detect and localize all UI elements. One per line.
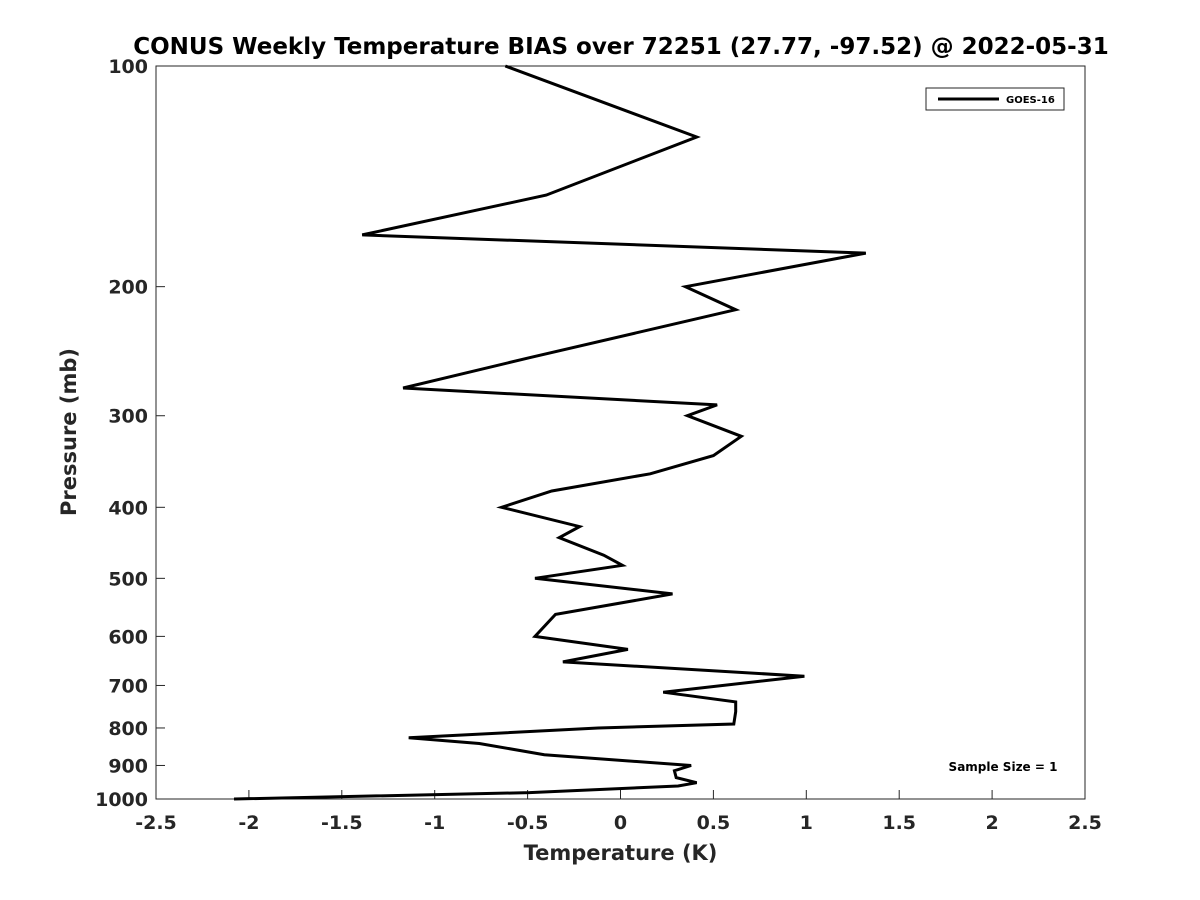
x-tick-label: 0: [614, 812, 627, 834]
x-tick-label: 1: [800, 812, 813, 834]
y-tick-label: 500: [108, 568, 148, 590]
y-tick-label: 100: [108, 56, 148, 78]
legend: GOES-16: [925, 87, 1065, 111]
x-tick-label: 2.5: [1068, 812, 1102, 834]
y-tick-label: 800: [108, 718, 148, 740]
plot-area: [155, 65, 1086, 800]
y-tick-label: 1000: [95, 789, 148, 811]
y-tick-label: 400: [108, 497, 148, 519]
legend-label: GOES-16: [1006, 95, 1055, 106]
y-axis-label: Pressure (mb): [57, 348, 81, 516]
y-axis: 100 200 300 400 500 600 700 800 900 1000: [95, 56, 165, 811]
y-tick-label: 300: [108, 406, 148, 428]
x-tick-label: 1.5: [882, 812, 916, 834]
x-axis-label: Temperature (K): [524, 841, 718, 865]
series-layer: [233, 64, 867, 801]
sample-size-annotation: Sample Size = 1: [949, 760, 1058, 774]
y-tick-label: 700: [108, 675, 148, 697]
y-tick-label: 600: [108, 626, 148, 648]
y-tick-label: 900: [108, 755, 148, 777]
x-tick-label: -1.5: [321, 812, 363, 834]
x-tick-label: -0.5: [507, 812, 549, 834]
y-tick-label: 200: [108, 277, 148, 299]
x-tick-label: -1: [424, 812, 445, 834]
x-axis: -2.5 -2 -1.5 -1 -0.5 0 0.5 1 1.5 2 2.5: [135, 790, 1102, 834]
x-tick-label: 2: [985, 812, 998, 834]
x-tick-label: -2.5: [135, 812, 177, 834]
x-tick-label: 0.5: [697, 812, 731, 834]
x-tick-label: -2: [238, 812, 259, 834]
series-line-goes-16: [233, 64, 867, 801]
chart-title: CONUS Weekly Temperature BIAS over 72251…: [133, 34, 1108, 60]
